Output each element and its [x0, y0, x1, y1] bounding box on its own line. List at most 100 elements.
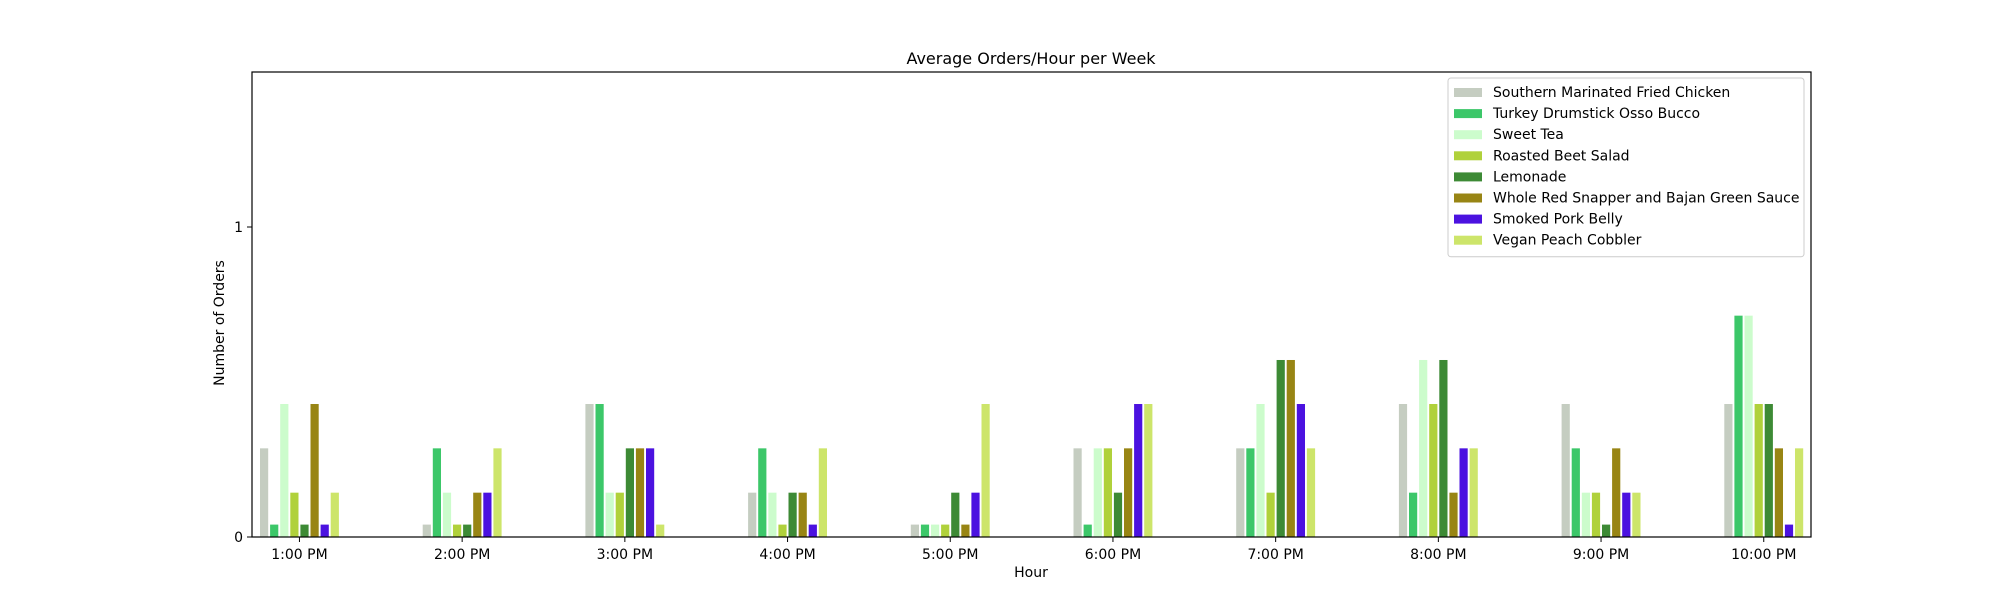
x-tick-label: 5:00 PM	[922, 547, 978, 563]
bar	[1734, 315, 1743, 537]
bar	[1561, 404, 1570, 537]
bar	[1409, 492, 1418, 537]
bar	[1286, 359, 1295, 537]
bar	[290, 492, 299, 537]
bar	[1266, 492, 1275, 537]
bar	[585, 404, 594, 537]
bar	[981, 404, 990, 537]
x-tick-label: 3:00 PM	[597, 547, 653, 563]
bar	[1622, 492, 1631, 537]
bar	[453, 524, 462, 537]
y-axis-label: Number of Orders	[212, 260, 228, 386]
x-axis-label: Hour	[1014, 565, 1048, 581]
x-tick-label: 2:00 PM	[434, 547, 490, 563]
bar	[1754, 404, 1763, 537]
bar	[971, 492, 980, 537]
legend-swatch	[1454, 151, 1482, 161]
bar	[1724, 404, 1733, 537]
bar	[808, 524, 817, 537]
bar	[1083, 524, 1092, 537]
bar	[941, 524, 950, 537]
x-tick-label: 4:00 PM	[759, 547, 815, 563]
bar	[920, 524, 930, 537]
bar	[788, 492, 797, 537]
bar	[463, 524, 472, 537]
legend: Southern Marinated Fried Chicken Turkey D…	[1447, 77, 1805, 258]
bar	[1134, 404, 1143, 537]
bar	[270, 524, 279, 537]
legend-label: Smoked Pork Belly	[1493, 212, 1623, 228]
bar	[1103, 448, 1112, 537]
bar	[1795, 448, 1804, 537]
bar	[1276, 359, 1285, 537]
bar	[1632, 492, 1641, 537]
bar	[1073, 448, 1082, 537]
bar	[818, 448, 827, 537]
bar	[432, 448, 441, 537]
bar	[1764, 404, 1773, 537]
legend-label: Whole Red Snapper and Bajan Green Sauce	[1493, 191, 1799, 207]
bar	[1459, 448, 1468, 537]
bar	[1439, 359, 1448, 537]
bar	[646, 448, 655, 537]
bar	[1612, 448, 1621, 537]
bar	[1113, 492, 1123, 537]
plot-frame	[251, 71, 1812, 538]
legend-label: Southern Marinated Fried Chicken	[1493, 85, 1730, 101]
bar	[483, 492, 492, 537]
legend-label: Sweet Tea	[1493, 127, 1564, 143]
x-tick-label: 9:00 PM	[1573, 547, 1629, 563]
bar	[493, 448, 502, 537]
bar	[1571, 448, 1580, 537]
bar	[595, 404, 604, 537]
bar	[310, 404, 319, 537]
legend-swatch	[1454, 130, 1482, 140]
bar	[1449, 492, 1458, 537]
legend-swatch	[1454, 172, 1482, 182]
legend-box	[1447, 77, 1805, 258]
bar	[1256, 404, 1265, 537]
bar	[625, 448, 634, 537]
bar	[280, 404, 289, 537]
bar	[748, 492, 757, 537]
bar	[1784, 524, 1794, 537]
bar	[1581, 492, 1590, 537]
bar	[1419, 359, 1428, 537]
axes-layer: 0 1 1:00 PM 2:00 PM 3:00 PM 4:00 PM 5:00 PM 6:0…	[234, 71, 1812, 563]
bar	[300, 524, 309, 537]
x-tick-label: 6:00 PM	[1085, 547, 1141, 563]
bar	[768, 492, 777, 537]
legend-label: Roasted Beet Salad	[1493, 148, 1630, 164]
chart-title: Average Orders/Hour per Week	[906, 49, 1156, 68]
bar	[260, 448, 269, 537]
bar	[758, 448, 767, 537]
y-tick-label: 1	[234, 220, 243, 236]
x-tick-label: 10:00 PM	[1731, 547, 1796, 563]
legend-label: Turkey Drumstick Osso Bucco	[1492, 106, 1700, 122]
bar	[951, 492, 960, 537]
bar	[931, 524, 940, 537]
bar	[1124, 448, 1133, 537]
bar	[1429, 404, 1438, 537]
bar	[1236, 448, 1245, 537]
bars-layer	[260, 315, 1804, 537]
bar	[615, 492, 624, 537]
bar	[798, 492, 807, 537]
bar	[442, 492, 452, 537]
bar	[961, 524, 970, 537]
bar	[1744, 315, 1753, 537]
bar	[1591, 492, 1601, 537]
bar	[1469, 448, 1478, 537]
x-tick-label: 7:00 PM	[1247, 547, 1303, 563]
legend-label: Lemonade	[1493, 169, 1566, 185]
bar	[320, 524, 329, 537]
bar	[1144, 404, 1153, 537]
bar	[473, 492, 482, 537]
bar	[1774, 448, 1783, 537]
bar	[910, 524, 919, 537]
legend-swatch	[1454, 88, 1482, 97]
bar	[1093, 448, 1102, 537]
bar	[1602, 524, 1611, 537]
